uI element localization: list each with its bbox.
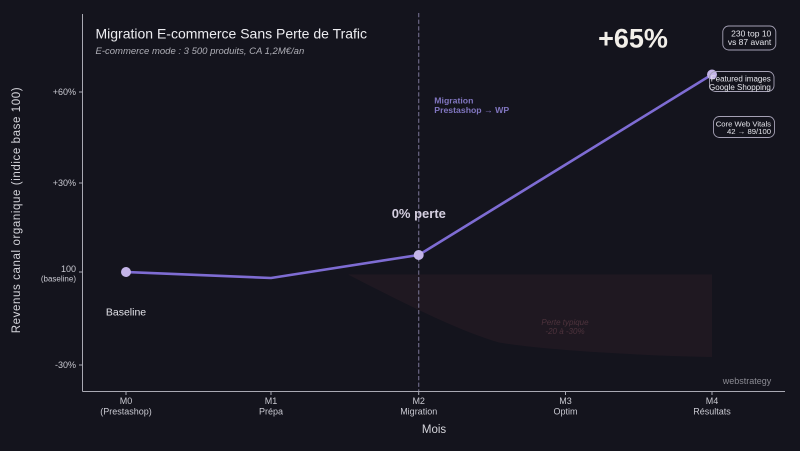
svg-text:Google Shopping: Google Shopping [709, 83, 771, 92]
svg-text:Migration E-commerce Sans Pert: Migration E-commerce Sans Perte de Trafi… [96, 26, 368, 42]
svg-text:+65%: +65% [598, 24, 668, 54]
svg-text:M3: M3 [559, 396, 572, 406]
svg-text:-20 à -30%: -20 à -30% [545, 327, 584, 336]
svg-text:Perte typique: Perte typique [541, 318, 589, 327]
svg-text:230 top 10: 230 top 10 [731, 29, 771, 39]
svg-text:100: 100 [61, 264, 76, 274]
svg-text:Featured images: Featured images [711, 75, 771, 84]
svg-text:+60%: +60% [53, 87, 76, 97]
svg-text:Migration: Migration [434, 96, 473, 106]
svg-text:Prestashop → WP: Prestashop → WP [434, 105, 509, 115]
svg-text:M1: M1 [265, 396, 278, 406]
svg-text:Core Web Vitals: Core Web Vitals [716, 120, 771, 129]
svg-text:-30%: -30% [55, 360, 76, 370]
svg-text:webstrategy: webstrategy [722, 376, 772, 386]
svg-text:E-commerce mode : 3 500 produi: E-commerce mode : 3 500 produits, CA 1,2… [96, 46, 305, 57]
svg-text:vs 87 avant: vs 87 avant [728, 37, 772, 47]
svg-text:Migration: Migration [400, 407, 437, 417]
svg-text:Prépa: Prépa [259, 407, 283, 417]
svg-text:(baseline): (baseline) [41, 275, 76, 284]
svg-text:42 → 89/100: 42 → 89/100 [727, 127, 771, 136]
svg-text:Optim: Optim [553, 407, 577, 417]
svg-text:M4: M4 [706, 396, 719, 406]
svg-text:Revenus canal organique (indic: Revenus canal organique (indice base 100… [11, 87, 23, 333]
svg-text:M2: M2 [412, 396, 425, 406]
svg-text:(Prestashop): (Prestashop) [100, 407, 152, 417]
svg-text:Mois: Mois [422, 424, 447, 436]
svg-text:Résultats: Résultats [693, 407, 731, 417]
svg-text:M0: M0 [120, 396, 133, 406]
svg-text:0% perte: 0% perte [392, 206, 446, 221]
svg-text:Baseline: Baseline [106, 307, 146, 319]
svg-text:+30%: +30% [53, 178, 76, 188]
